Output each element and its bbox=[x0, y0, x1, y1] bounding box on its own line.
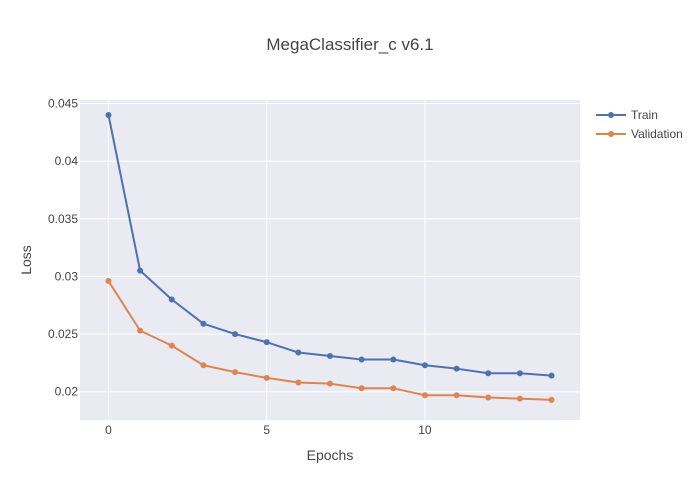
series-layer bbox=[105, 111, 555, 403]
data-point bbox=[516, 395, 523, 402]
data-point bbox=[232, 369, 239, 376]
x-tick-label: 5 bbox=[263, 423, 270, 437]
data-point bbox=[137, 267, 144, 274]
data-point bbox=[485, 370, 492, 377]
data-point bbox=[358, 385, 365, 392]
chart-title: MegaClassifier_c v6.1 bbox=[266, 35, 433, 54]
data-point bbox=[168, 296, 175, 303]
data-point bbox=[421, 362, 428, 369]
data-point bbox=[390, 356, 397, 363]
legend-item: Validation bbox=[596, 127, 683, 141]
y-tick-label: 0.025 bbox=[48, 327, 78, 341]
legend-marker bbox=[608, 131, 614, 137]
data-point bbox=[516, 370, 523, 377]
legend-item: Train bbox=[596, 108, 658, 122]
axis-ticks: 0.02 0.025 0.03 0.035 0.04 0.045 0 5 10 bbox=[48, 96, 432, 437]
data-point bbox=[295, 379, 302, 386]
legend-marker bbox=[608, 112, 614, 118]
data-point bbox=[421, 392, 428, 399]
data-point bbox=[200, 320, 207, 327]
plot-area bbox=[80, 100, 580, 420]
data-point bbox=[105, 278, 112, 285]
y-tick-label: 0.02 bbox=[55, 385, 79, 399]
legend-label: Validation bbox=[631, 127, 683, 141]
data-point bbox=[295, 349, 302, 356]
series-train bbox=[105, 111, 555, 379]
x-tick-label: 0 bbox=[105, 423, 112, 437]
data-point bbox=[168, 342, 175, 349]
x-tick-label: 10 bbox=[418, 423, 432, 437]
data-point bbox=[453, 365, 460, 372]
data-point bbox=[548, 372, 555, 379]
data-point bbox=[137, 327, 144, 334]
data-point bbox=[390, 385, 397, 392]
legend-label: Train bbox=[631, 108, 658, 122]
data-point bbox=[485, 394, 492, 401]
data-point bbox=[548, 396, 555, 403]
y-tick-label: 0.04 bbox=[55, 154, 79, 168]
data-point bbox=[327, 353, 333, 359]
x-axis-title: Epochs bbox=[307, 447, 354, 463]
data-point bbox=[232, 331, 239, 338]
series-validation bbox=[105, 278, 555, 403]
data-point bbox=[263, 339, 270, 346]
y-tick-label: 0.045 bbox=[48, 96, 78, 110]
data-point bbox=[200, 362, 207, 369]
legend: Train Validation bbox=[596, 108, 683, 141]
y-tick-label: 0.03 bbox=[55, 269, 79, 283]
data-point bbox=[358, 356, 365, 363]
data-point bbox=[105, 111, 112, 118]
data-point bbox=[327, 380, 333, 387]
grid-lines bbox=[80, 100, 580, 420]
data-point bbox=[263, 374, 270, 381]
y-tick-label: 0.035 bbox=[48, 212, 78, 226]
y-axis-title: Loss bbox=[18, 245, 34, 275]
data-point bbox=[453, 392, 460, 399]
